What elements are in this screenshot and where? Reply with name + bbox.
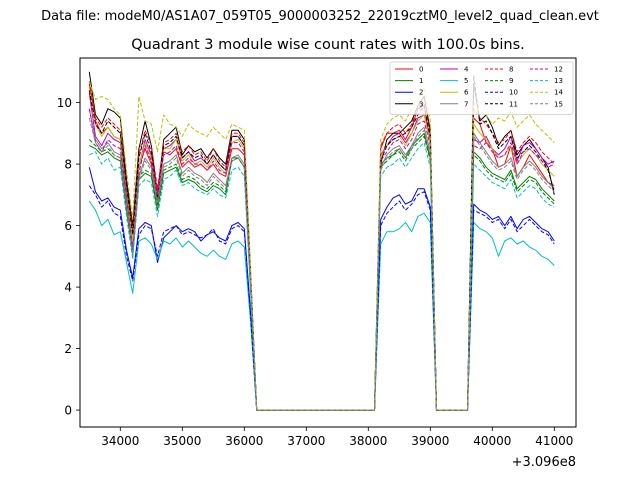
series-line-9 <box>88 135 555 411</box>
legend-label-13: 13 <box>554 77 563 85</box>
legend-label-12: 12 <box>554 66 563 74</box>
legend-label-15: 15 <box>554 100 563 108</box>
y-tick-label: 6 <box>64 219 72 233</box>
legend-frame <box>389 61 574 115</box>
legend-label-1: 1 <box>419 77 423 85</box>
legend-label-0: 0 <box>419 66 423 74</box>
legend-label-10: 10 <box>509 89 518 97</box>
x-tick-label: 41000 <box>535 434 573 448</box>
legend-label-7: 7 <box>464 100 468 108</box>
axis-ticks: 34000 35000 36000 37000 38000 39000 40000 41000… <box>57 96 574 448</box>
y-tick-label: 10 <box>57 96 72 110</box>
legend-label-3: 3 <box>419 100 423 108</box>
legend-label-6: 6 <box>464 89 469 97</box>
legend-label-11: 11 <box>509 100 518 108</box>
series-line-13 <box>89 142 555 411</box>
x-tick-label: 37000 <box>287 434 325 448</box>
legend-label-4: 4 <box>464 66 469 74</box>
x-axis-offset-label: +3.096e8 <box>512 455 576 470</box>
legend-label-5: 5 <box>464 77 468 85</box>
y-tick-label: 8 <box>64 158 72 172</box>
chart-title: Quadrant 3 module wise count rates with … <box>131 37 525 53</box>
legend-label-8: 8 <box>509 66 513 74</box>
y-tick-label: 2 <box>64 342 72 356</box>
legend-label-14: 14 <box>554 89 563 97</box>
legend-label-9: 9 <box>509 77 513 85</box>
x-tick-label: 36000 <box>225 434 263 448</box>
y-tick-label: 0 <box>64 404 72 418</box>
x-tick-label: 38000 <box>349 434 387 448</box>
x-tick-label: 34000 <box>101 434 139 448</box>
x-tick-label: 35000 <box>163 434 201 448</box>
x-tick-label: 39000 <box>411 434 449 448</box>
y-tick-label: 4 <box>64 281 72 295</box>
figure-suptitle: Data file: modeM0/AS1A07_059T05_90000032… <box>41 9 599 24</box>
series-line-15 <box>88 117 555 411</box>
x-tick-label: 40000 <box>473 434 511 448</box>
plot-area: 34000 35000 36000 37000 38000 39000 40000 41000… <box>57 57 577 448</box>
axes-frame <box>79 57 577 428</box>
legend-label-2: 2 <box>419 89 423 97</box>
